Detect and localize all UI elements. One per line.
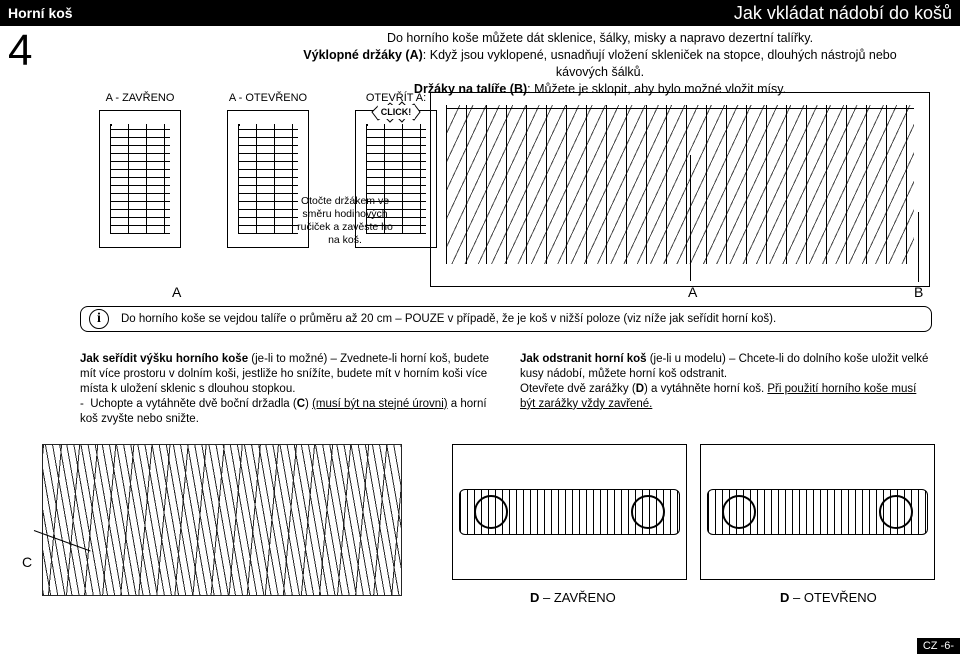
- intro-line2-rest: : Když jsou vyklopené, usnadňují vložení…: [423, 48, 897, 79]
- intro-line2-bold: Výklopné držáky (A): [303, 48, 422, 62]
- col-left-l2b: C: [297, 398, 305, 410]
- illustration-D-closed: [452, 444, 687, 580]
- d-label-open: D – OTEVŘENO: [780, 590, 877, 605]
- col-right-r2c: ) a vytáhněte horní koš.: [644, 383, 767, 395]
- two-column-body: Jak seřídit výšku horního koše (je-li to…: [80, 352, 932, 427]
- label-A-left: A: [172, 284, 181, 300]
- page-header: Horní koš Jak vkládat nádobí do košů: [0, 0, 960, 26]
- col-right-r2b: D: [636, 383, 644, 395]
- d-closed-text: – ZAVŘENO: [539, 590, 615, 605]
- upper-rack-illustration: [430, 92, 930, 287]
- illustration-C: [42, 444, 402, 596]
- d-strip-closed-icon: [459, 489, 680, 535]
- header-right: Jak vkládat nádobí do košů: [734, 3, 952, 24]
- intro-line1: Do horního koše můžete dát sklenice, šál…: [290, 30, 910, 47]
- col-right: Jak odstranit horní koš (je-li u modelu)…: [520, 352, 932, 427]
- illustration-D-open: [700, 444, 935, 580]
- rack-inner: [446, 105, 914, 264]
- page-number: 4: [8, 26, 32, 76]
- intro-block: Do horního koše můžete dát sklenice, šál…: [290, 30, 910, 98]
- click-label: CLICK!: [378, 105, 415, 119]
- rack-open-icon: [238, 124, 298, 234]
- col-left: Jak seřídit výšku horního koše (je-li to…: [80, 352, 492, 427]
- info-icon: i: [89, 309, 109, 329]
- intro-line2: Výklopné držáky (A): Když jsou vyklopené…: [290, 47, 910, 81]
- state-closed-label: A - ZAVŘENO: [106, 92, 175, 104]
- d-strip-open-icon: [707, 489, 928, 535]
- d-label-closed: D – ZAVŘENO: [530, 590, 616, 605]
- label-A-right: A: [688, 284, 697, 300]
- label-B: B: [914, 284, 923, 300]
- col-left-l2d: (musí být na stejné úrovni): [312, 398, 448, 410]
- label-C: C: [22, 554, 32, 570]
- page-footer: CZ -6-: [917, 638, 960, 654]
- leader-line-A: [690, 155, 691, 281]
- col-right-bold: Jak odstranit horní koš: [520, 353, 647, 365]
- col-left-bold: Jak seřídit výšku horního koše: [80, 353, 248, 365]
- rotate-instruction: Otočte držákem ve směru hodinových ručič…: [290, 195, 400, 248]
- d-letter-closed: D: [530, 590, 539, 605]
- col-right-r2a: Otevřete dvě zarážky (: [520, 383, 636, 395]
- info-box: i Do horního koše se vejdou talíře o prů…: [80, 306, 932, 332]
- d-open-text: – OTEVŘENO: [789, 590, 876, 605]
- col-left-l2a: Uchopte a vytáhněte dvě boční držadla (: [90, 398, 297, 410]
- leader-line-B: [918, 212, 919, 282]
- state-closed-illustration: [99, 110, 181, 248]
- rack-closed-icon: [110, 124, 170, 234]
- d-letter-open: D: [780, 590, 789, 605]
- header-left: Horní koš: [8, 5, 73, 21]
- state-closed: A - ZAVŘENO: [90, 92, 190, 248]
- col-left-dash: -: [80, 398, 84, 410]
- rack-grid-icon: [446, 105, 914, 264]
- state-open-label: A - OTEVŘENO: [229, 92, 307, 104]
- info-text: Do horního koše se vejdou talíře o průmě…: [121, 313, 776, 325]
